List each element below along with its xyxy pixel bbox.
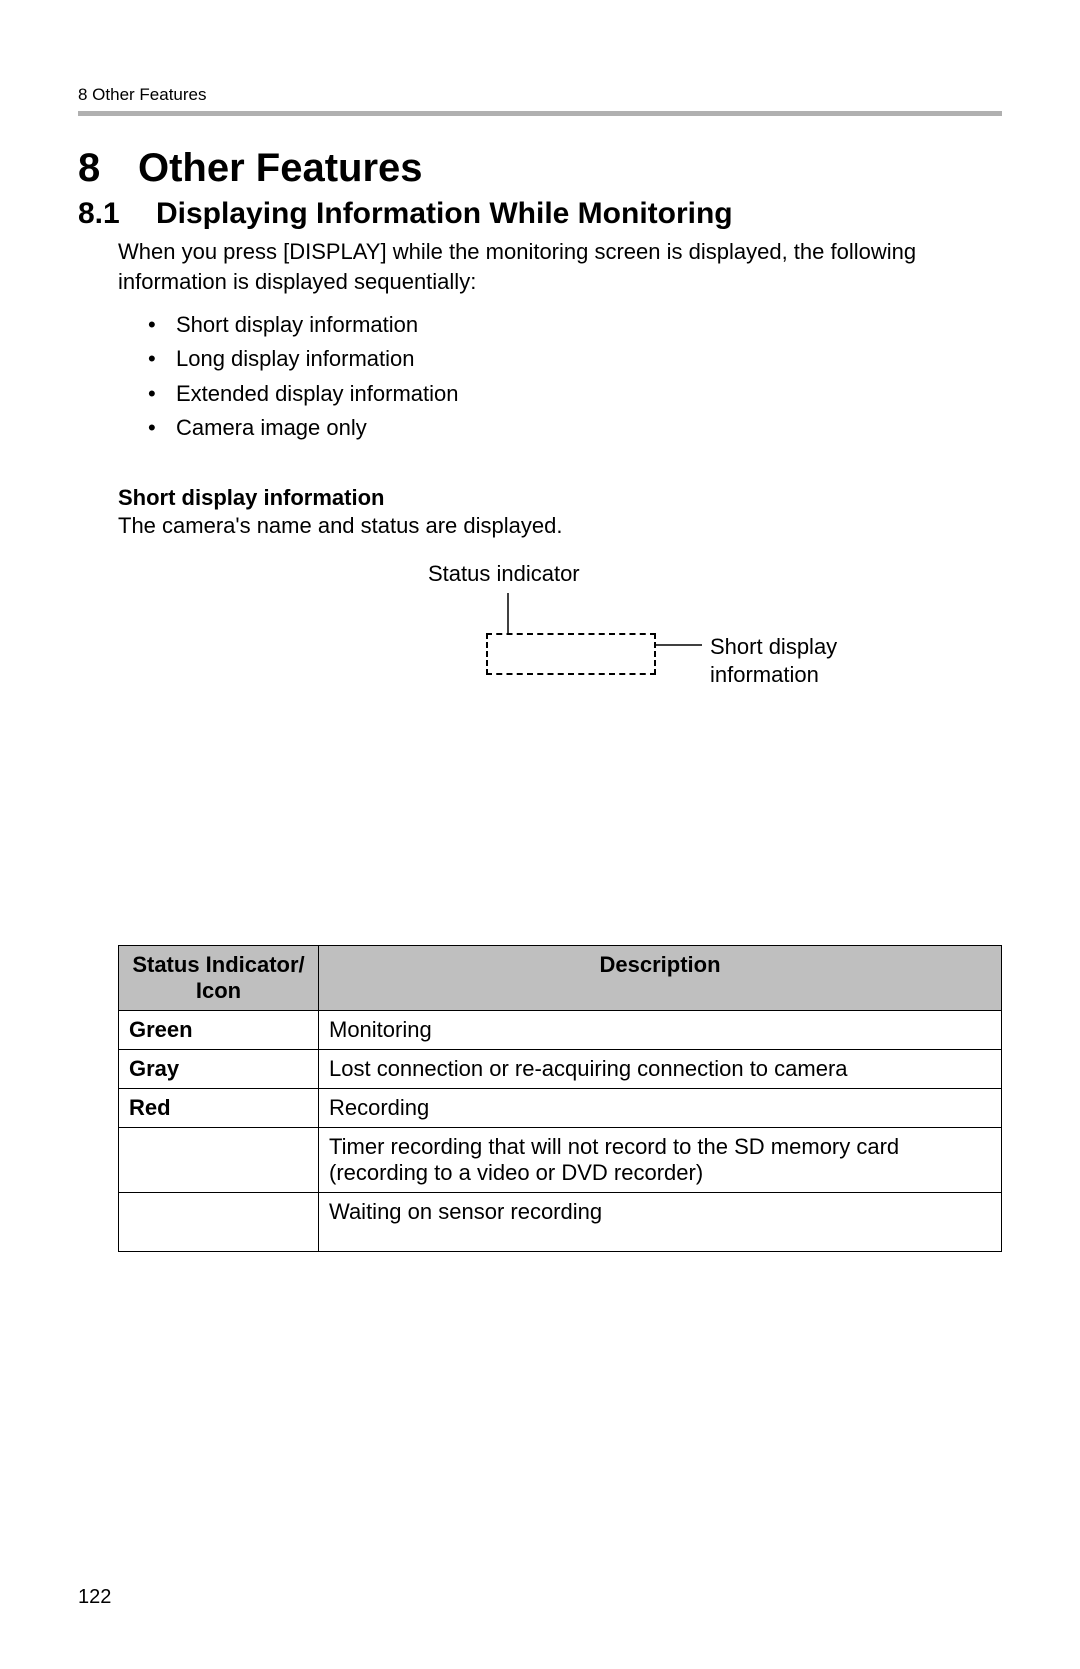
diagram-label-right: Short display information xyxy=(710,633,837,690)
diagram-label-right-line2: information xyxy=(710,662,819,687)
chapter-number: 8 xyxy=(78,146,138,191)
page: 8 Other Features 8 Other Features 8.1 Di… xyxy=(0,0,1080,1669)
col-header-line2: Icon xyxy=(196,978,241,1003)
section-title: Displaying Information While Monitoring xyxy=(156,197,733,231)
table: Status Indicator/ Icon Description Green… xyxy=(118,945,1002,1252)
table-cell: Lost connection or re-acquiring connecti… xyxy=(319,1049,1002,1088)
section-intro: When you press [DISPLAY] while the monit… xyxy=(118,237,1002,296)
list-item: Short display information xyxy=(148,308,1002,342)
table-row: Waiting on sensor recording xyxy=(119,1192,1002,1251)
table-cell: Recording xyxy=(319,1088,1002,1127)
list-item: Extended display information xyxy=(148,377,1002,411)
running-head: 8 Other Features xyxy=(78,85,1002,105)
section-number: 8.1 xyxy=(78,197,156,231)
table-cell-label: Green xyxy=(119,1010,319,1049)
table-header-row: Status Indicator/ Icon Description xyxy=(119,945,1002,1010)
chapter-title: Other Features xyxy=(138,146,423,191)
diagram-label-right-line1: Short display xyxy=(710,634,837,659)
table-cell-label xyxy=(119,1127,319,1192)
table-cell-label: Gray xyxy=(119,1049,319,1088)
diagram-dashed-box xyxy=(486,633,656,675)
table-cell: Timer recording that will not record to … xyxy=(319,1127,1002,1192)
subsection-text: The camera's name and status are display… xyxy=(118,513,1002,539)
table-cell-label xyxy=(119,1192,319,1251)
page-number: 122 xyxy=(78,1586,111,1609)
table-header-cell: Description xyxy=(319,945,1002,1010)
subsection-heading: Short display information xyxy=(118,485,1002,511)
table-cell: Monitoring xyxy=(319,1010,1002,1049)
table-cell-label: Red xyxy=(119,1088,319,1127)
table-header-cell: Status Indicator/ Icon xyxy=(119,945,319,1010)
section-heading: 8.1 Displaying Information While Monitor… xyxy=(78,197,1002,231)
list-item: Long display information xyxy=(148,342,1002,376)
table-row: Gray Lost connection or re-acquiring con… xyxy=(119,1049,1002,1088)
table-row: Timer recording that will not record to … xyxy=(119,1127,1002,1192)
table-row: Red Recording xyxy=(119,1088,1002,1127)
list-item: Camera image only xyxy=(148,411,1002,445)
intro-bullets: Short display information Long display i… xyxy=(148,308,1002,444)
diagram-lines xyxy=(78,545,978,705)
table-cell: Waiting on sensor recording xyxy=(319,1192,1002,1251)
status-indicator-table: Status Indicator/ Icon Description Green… xyxy=(118,945,1002,1252)
status-indicator-diagram: Status indicator Short display informati… xyxy=(78,545,1002,945)
chapter-heading: 8 Other Features xyxy=(78,146,1002,191)
table-row: Green Monitoring xyxy=(119,1010,1002,1049)
col-header-line1: Status Indicator/ xyxy=(132,952,304,977)
header-rule xyxy=(78,111,1002,116)
